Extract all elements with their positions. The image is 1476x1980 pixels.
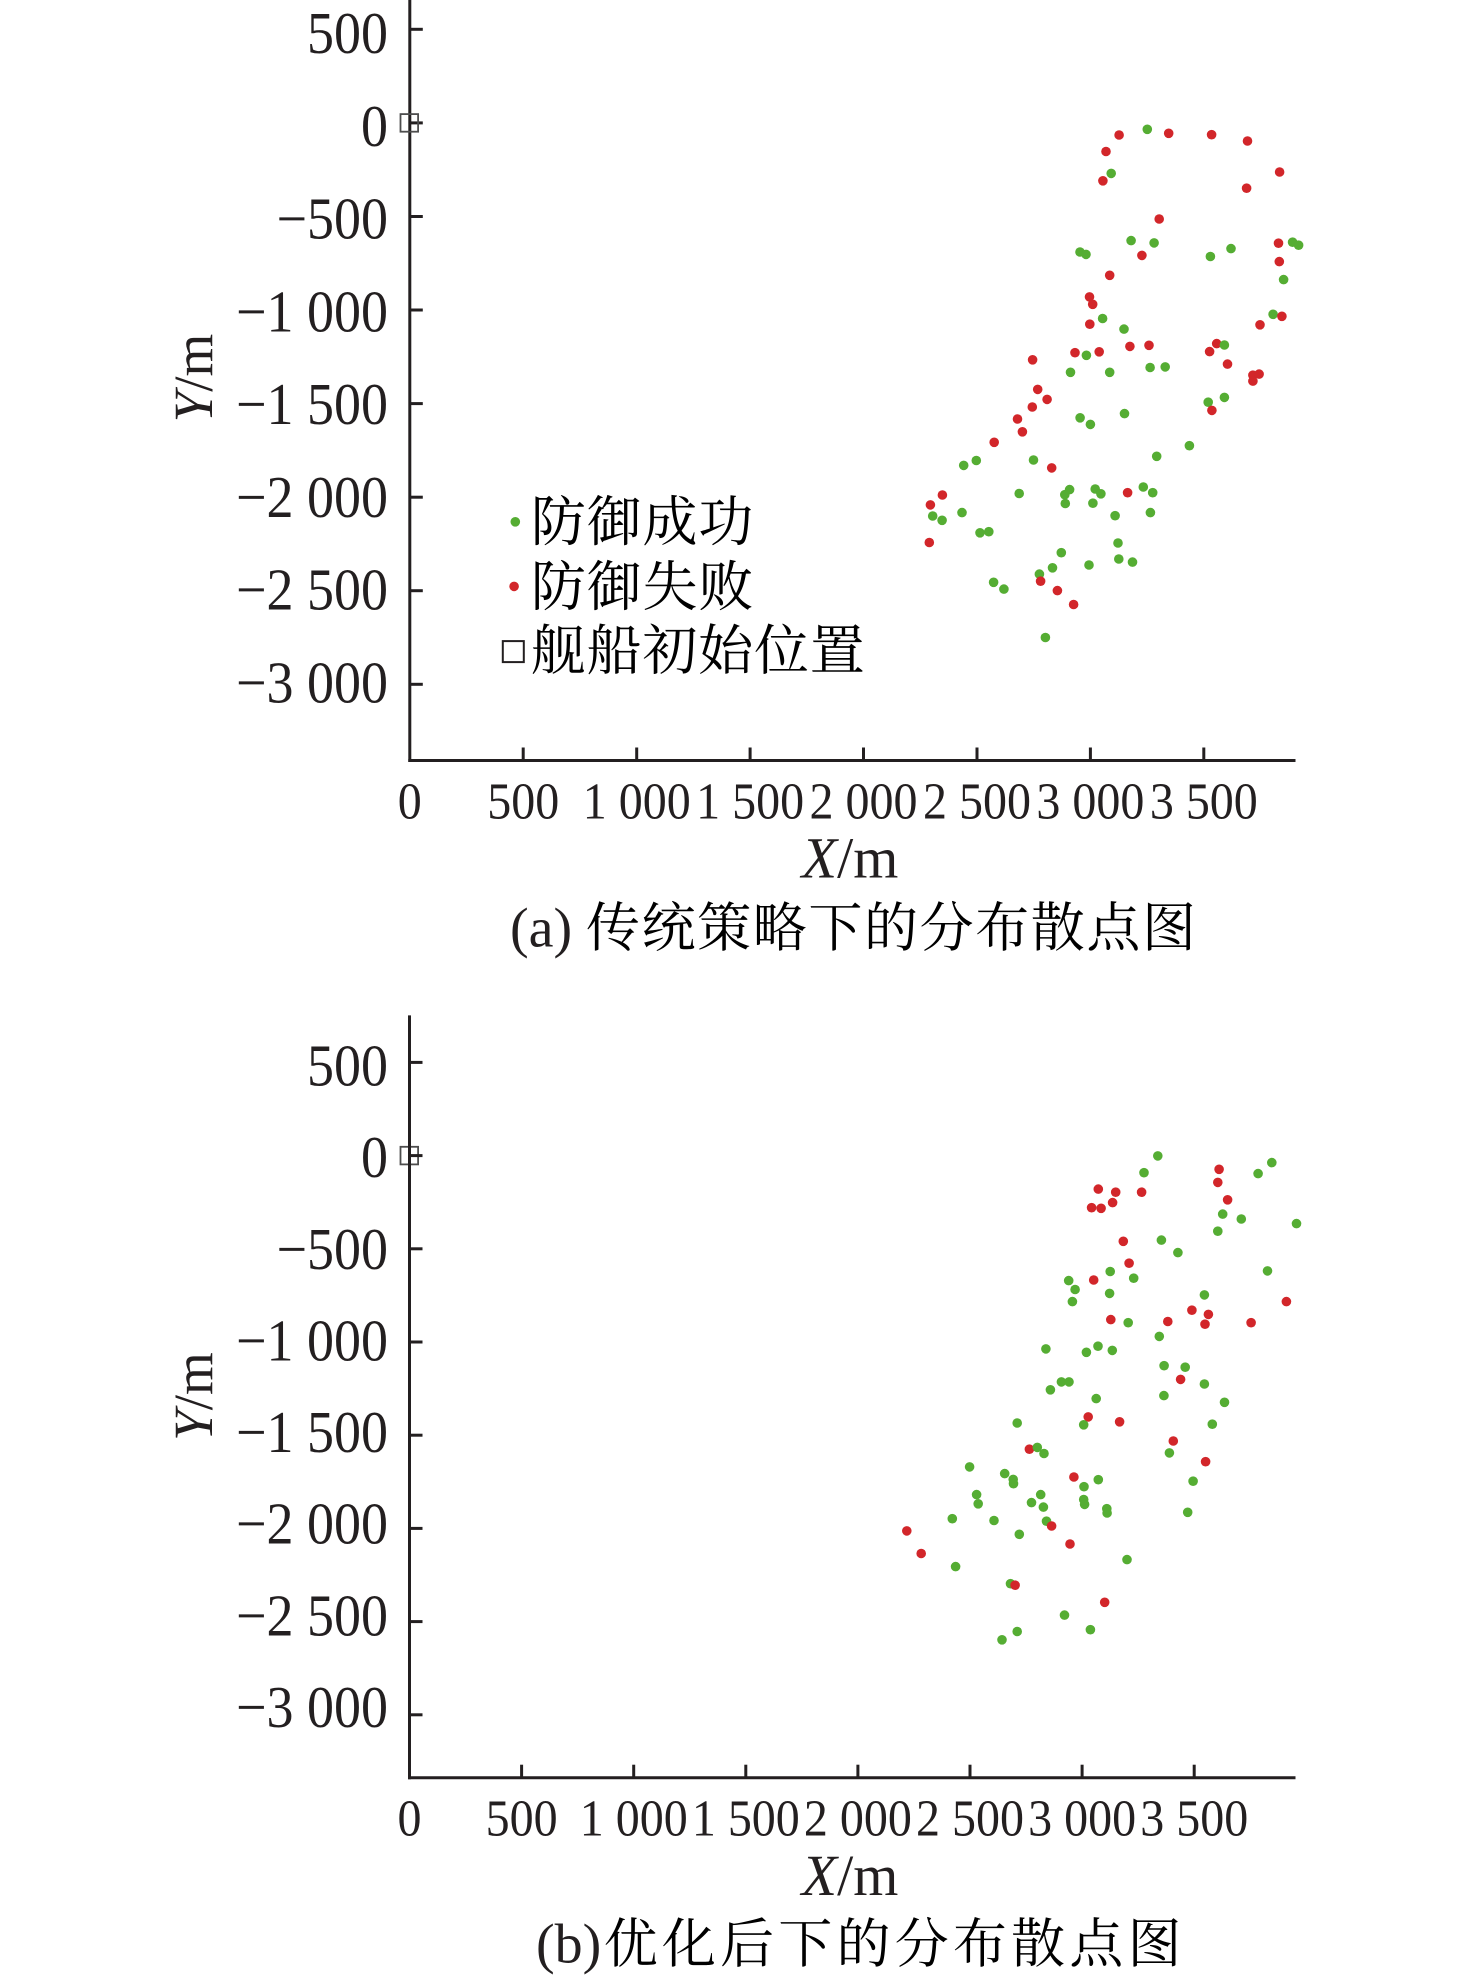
svg-text:3 500: 3 500 (1150, 772, 1258, 830)
svg-text:0: 0 (398, 1789, 422, 1847)
svg-text:0: 0 (398, 772, 422, 830)
svg-text:3 000: 3 000 (1036, 772, 1144, 830)
svg-text:−1 000: −1 000 (236, 279, 388, 345)
svg-text:1 000: 1 000 (580, 1789, 688, 1847)
svg-text:2 500: 2 500 (916, 1789, 1024, 1847)
svg-text:−2 500: −2 500 (236, 557, 388, 623)
svg-text:−1 000: −1 000 (236, 1308, 388, 1374)
svg-text:500: 500 (307, 1, 388, 67)
svg-text:3 000: 3 000 (1028, 1789, 1136, 1847)
svg-text:2 000: 2 000 (810, 772, 918, 830)
svg-text:2 000: 2 000 (804, 1789, 912, 1847)
svg-text:0: 0 (361, 94, 388, 160)
svg-text:1 000: 1 000 (583, 772, 691, 830)
svg-text:−3 000: −3 000 (236, 1675, 388, 1741)
svg-text:Y/m: Y/m (163, 1352, 224, 1441)
svg-text:1 500: 1 500 (692, 1789, 800, 1847)
svg-text:−3 000: −3 000 (236, 650, 388, 716)
svg-text:500: 500 (487, 772, 559, 830)
svg-text:−2 500: −2 500 (236, 1583, 388, 1649)
svg-text:1 500: 1 500 (696, 772, 804, 830)
svg-text:X/m: X/m (800, 1843, 899, 1908)
svg-text:Y/m: Y/m (163, 334, 224, 423)
svg-text:2 500: 2 500 (923, 772, 1031, 830)
svg-text:−1 500: −1 500 (236, 372, 388, 438)
svg-text:X/m: X/m (800, 826, 899, 891)
svg-text:−2 000: −2 000 (236, 1491, 388, 1557)
svg-text:500: 500 (486, 1789, 558, 1847)
svg-text:−2 000: −2 000 (236, 465, 388, 531)
svg-text:(b): (b) (536, 1914, 601, 1976)
svg-text:0: 0 (361, 1125, 388, 1191)
svg-text:−500: −500 (277, 1216, 388, 1282)
svg-text:−500: −500 (277, 186, 388, 252)
svg-text:3 500: 3 500 (1140, 1789, 1248, 1847)
svg-text:500: 500 (307, 1033, 388, 1099)
svg-text:−1 500: −1 500 (236, 1400, 388, 1466)
svg-text:(a): (a) (510, 898, 572, 960)
